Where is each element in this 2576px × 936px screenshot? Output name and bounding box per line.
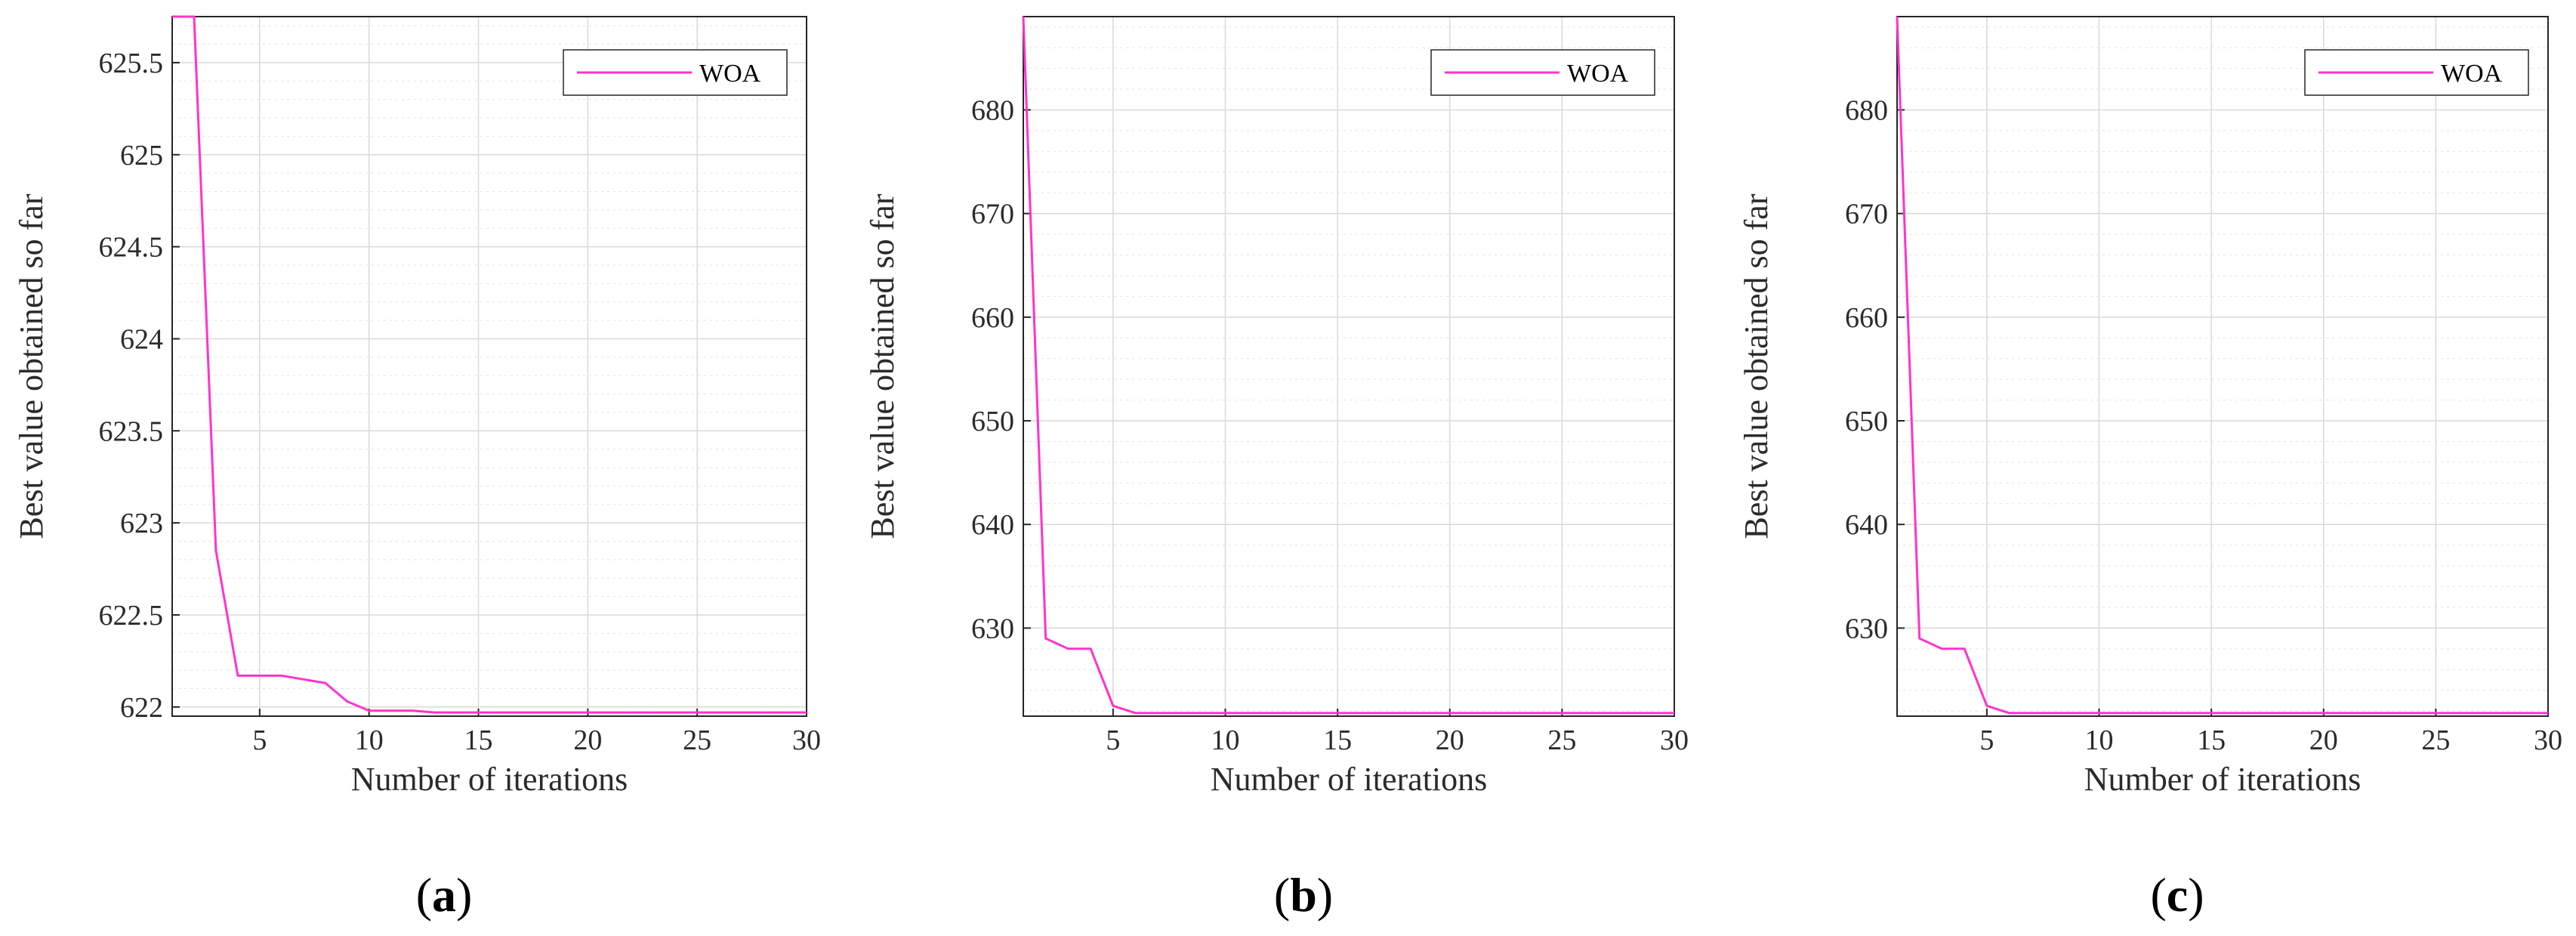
y-tick-label: 670 (971, 199, 1014, 230)
y-tick-label: 630 (971, 613, 1014, 644)
subplot-c: 5 10 15 20 25 30 630 640 650 660 670 680 Number of i… (1738, 16, 2562, 922)
legend-label: WOA (2441, 60, 2503, 88)
subplot-caption: (c) (2150, 868, 2204, 922)
subplot-caption: (a) (416, 868, 473, 922)
series-line-woa (1896, 16, 2548, 715)
y-tick-label: 660 (971, 302, 1014, 334)
y-tick-label: 650 (1845, 406, 1888, 437)
subplot-b: 5 10 15 20 25 30 630 640 650 660 670 680 Number of i… (864, 16, 1689, 922)
caption-paren-close: ) (1317, 868, 1333, 922)
y-tick-label: 624.5 (99, 232, 164, 264)
x-axis-label: Number of iterations (351, 761, 628, 798)
y-tick-label: 680 (971, 94, 1014, 126)
x-tick-label: 25 (683, 724, 711, 756)
x-tick-label: 15 (464, 724, 493, 756)
x-tick-label: 30 (1660, 724, 1689, 756)
series-line-woa (172, 15, 807, 714)
y-tick-label: 640 (1845, 509, 1888, 541)
x-tick-label: 20 (1436, 724, 1464, 756)
x-tick-label: 30 (792, 724, 821, 756)
caption-letter: a (432, 868, 456, 922)
axes-box (1023, 16, 1675, 717)
y-tick-label: 680 (1845, 94, 1888, 126)
caption-paren-open: ( (416, 868, 432, 922)
y-tick-label: 625 (120, 140, 163, 171)
x-tick-label: 30 (2534, 724, 2562, 756)
caption-letter: c (2167, 868, 2188, 922)
y-tick-label: 623 (120, 508, 163, 539)
legend-label: WOA (1567, 60, 1629, 88)
x-tick-label: 25 (1547, 724, 1576, 756)
y-tick-label: 670 (1845, 199, 1888, 230)
x-tick-label: 5 (252, 724, 267, 756)
x-tick-label: 15 (2197, 724, 2226, 756)
x-tick-label: 20 (2309, 724, 2338, 756)
x-axis-label: Number of iterations (2084, 761, 2362, 798)
y-tick-label: 650 (971, 406, 1014, 437)
subplot-caption: (b) (1274, 868, 1333, 922)
x-tick-label: 5 (1979, 724, 1994, 756)
caption-paren-open: ( (1274, 868, 1290, 922)
x-tick-label: 5 (1106, 724, 1120, 756)
y-axis-label: Best value obtained so far (1738, 193, 1775, 539)
axes-box (171, 16, 807, 717)
axes-box (1896, 16, 2549, 717)
y-axis-label: Best value obtained so far (864, 193, 901, 539)
x-tick-label: 20 (573, 724, 602, 756)
y-tick-label: 625.5 (99, 48, 164, 79)
caption-letter: b (1290, 868, 1317, 922)
x-tick-label: 10 (2085, 724, 2114, 756)
y-axis-label: Best value obtained so far (13, 193, 50, 539)
y-tick-label: 622.5 (99, 600, 164, 632)
caption-paren-open: ( (2150, 868, 2166, 922)
y-tick-label: 660 (1845, 302, 1888, 334)
y-tick-label: 622 (120, 692, 163, 724)
legend-label: WOA (699, 60, 761, 88)
x-tick-label: 25 (2421, 724, 2450, 756)
y-tick-label: 640 (971, 509, 1014, 541)
x-axis-label: Number of iterations (1211, 761, 1488, 798)
y-tick-label: 630 (1845, 613, 1888, 644)
y-tick-label: 624 (120, 323, 163, 355)
caption-paren-close: ) (456, 868, 472, 922)
x-tick-label: 10 (355, 724, 384, 756)
x-tick-label: 15 (1323, 724, 1352, 756)
x-tick-label: 10 (1211, 724, 1240, 756)
series-line-woa (1022, 16, 1674, 715)
subplot-a: 5 10 15 20 25 30 622 622.5 623 623.5 624 624.5 625 62… (13, 15, 821, 922)
caption-paren-close: ) (2188, 868, 2204, 922)
y-tick-label: 623.5 (99, 415, 164, 447)
